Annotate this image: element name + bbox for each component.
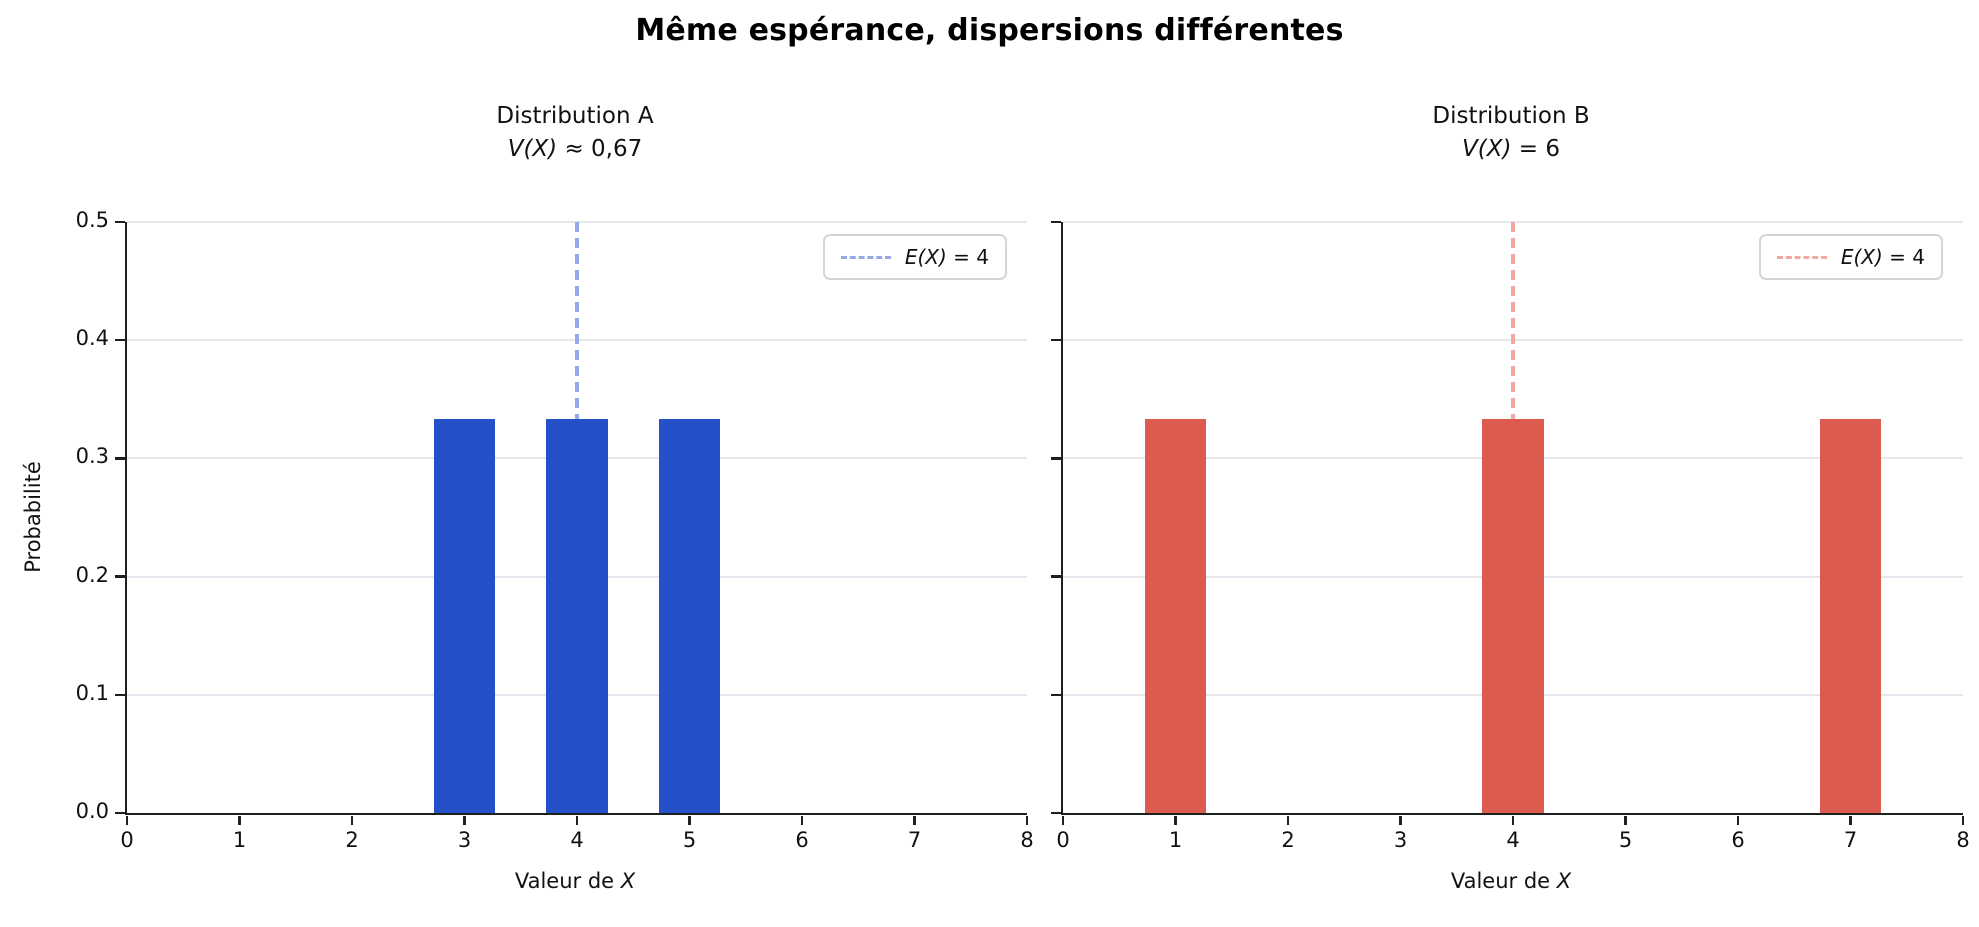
x-tick-label: 3: [1393, 828, 1408, 852]
bar: [546, 419, 608, 813]
x-tick-mark: [125, 816, 129, 825]
x-axis-label-symbol: X: [1556, 869, 1572, 893]
x-tick-mark: [1174, 816, 1177, 825]
x-tick-mark: [1399, 816, 1402, 825]
x-tick-label: 2: [1281, 828, 1295, 852]
y-tick-mark: [1051, 457, 1061, 460]
variance-symbol: V(X): [507, 136, 558, 162]
x-axis-label-text: Valeur de: [514, 869, 615, 893]
x-tick-label: 5: [682, 828, 697, 852]
subplot-a-title: Distribution A V(X) ≈ 0,67: [125, 100, 1025, 166]
plot-area-b: 0 1 2 3 4 5 6 7 8 E(X) = 4: [1051, 220, 1970, 852]
y-tick-label: 0.0: [75, 799, 109, 823]
x-tick-label: 1: [1168, 828, 1183, 852]
x-axis-label-text: Valeur de: [1450, 869, 1551, 893]
x-tick-label: 1: [232, 828, 247, 852]
expectation-symbol: E(X): [1840, 245, 1883, 269]
y-axis-label: Probabilité: [21, 461, 45, 573]
y-tick-label: 0.5: [75, 208, 109, 232]
x-tick-label: 4: [1506, 828, 1520, 852]
x-tick-label: 4: [570, 828, 584, 852]
variance-symbol: V(X): [1462, 136, 1512, 162]
x-tick-label: 8: [1020, 828, 1034, 852]
x-tick-mark: [1286, 816, 1290, 825]
y-tick-mark: [115, 575, 125, 578]
y-tick-mark: [1051, 811, 1061, 815]
bar: [1144, 419, 1207, 813]
bar: [1819, 419, 1882, 813]
x-tick-mark: [1025, 816, 1029, 825]
x-axis-label-b: Valeur de X: [1061, 869, 1961, 893]
x-axis-label-a: Valeur de X: [125, 869, 1025, 893]
x-tick-mark: [575, 816, 579, 825]
x-tick-mark: [688, 816, 691, 825]
subplot-b-subtitle: V(X) = 6: [1061, 133, 1961, 166]
variance-value: ≈ 0,67: [564, 136, 643, 162]
x-tick-label: 7: [907, 828, 922, 852]
x-tick-label: 2: [345, 828, 359, 852]
variance-value: = 6: [1518, 136, 1560, 162]
mean-dashed-line: [575, 222, 579, 420]
expectation-value: = 4: [1889, 245, 1925, 269]
x-tick-mark: [238, 816, 241, 825]
x-tick-label: 7: [1843, 828, 1858, 852]
plot-area-a: 0 1 2 3 4 5 6 7 8 0.0 0.1 0.2 0.3 0.4 0.5 E(X) = 4: [76, 208, 1034, 852]
y-tick-mark: [115, 811, 125, 815]
x-tick-mark: [1736, 816, 1740, 825]
y-tick-mark: [115, 457, 125, 460]
x-tick-label: 8: [1956, 828, 1970, 852]
x-tick-mark: [1849, 816, 1852, 825]
x-tick-mark: [463, 816, 466, 825]
y-tick-mark: [115, 338, 125, 342]
y-tick-mark: [1051, 575, 1061, 578]
bar: [658, 419, 721, 813]
x-tick-mark: [1061, 816, 1065, 825]
x-axis-label-symbol: X: [620, 869, 636, 893]
legend-a-label: E(X) = 4: [905, 245, 989, 269]
y-tick-mark: [1051, 338, 1061, 342]
x-tick-label: 3: [457, 828, 472, 852]
bar: [433, 419, 496, 813]
expectation-symbol: E(X): [904, 245, 947, 269]
bar: [1482, 419, 1544, 813]
x-tick-label: 0: [120, 828, 134, 852]
y-tick-label: 0.3: [75, 444, 109, 469]
figure-title: Même espérance, dispersions différentes: [635, 13, 1344, 48]
y-tick-mark: [115, 220, 125, 224]
mean-dashed-line: [1511, 222, 1515, 420]
dashed-mean-line-sample-icon: [840, 255, 891, 259]
dashed-mean-line-sample-icon: [1776, 255, 1827, 259]
y-tick-mark: [1051, 220, 1061, 224]
legend-b-label: E(X) = 4: [1841, 245, 1925, 269]
y-tick-mark: [115, 693, 125, 697]
x-tick-label: 6: [795, 828, 809, 852]
expectation-value: = 4: [953, 245, 989, 269]
x-tick-mark: [1624, 816, 1627, 825]
x-tick-mark: [350, 816, 354, 825]
x-tick-mark: [1961, 816, 1965, 825]
y-tick-label: 0.1: [75, 680, 109, 705]
x-tick-label: 0: [1056, 828, 1070, 852]
subplot-b-title-text: Distribution B: [1432, 103, 1590, 129]
x-tick-mark: [1511, 816, 1515, 825]
x-tick-label: 6: [1731, 828, 1745, 852]
x-tick-label: 5: [1618, 828, 1633, 852]
legend-a: E(X) = 4: [822, 234, 1007, 280]
y-tick-mark: [1051, 693, 1061, 697]
legend-b: E(X) = 4: [1758, 234, 1943, 280]
subplot-a-title-text: Distribution A: [496, 103, 654, 129]
x-tick-mark: [913, 816, 916, 825]
y-tick-label: 0.4: [75, 326, 109, 351]
y-tick-label: 0.2: [75, 562, 109, 587]
subplot-b-title: Distribution B V(X) = 6: [1061, 100, 1961, 166]
subplot-a-subtitle: V(X) ≈ 0,67: [125, 133, 1025, 166]
x-tick-mark: [800, 816, 804, 825]
